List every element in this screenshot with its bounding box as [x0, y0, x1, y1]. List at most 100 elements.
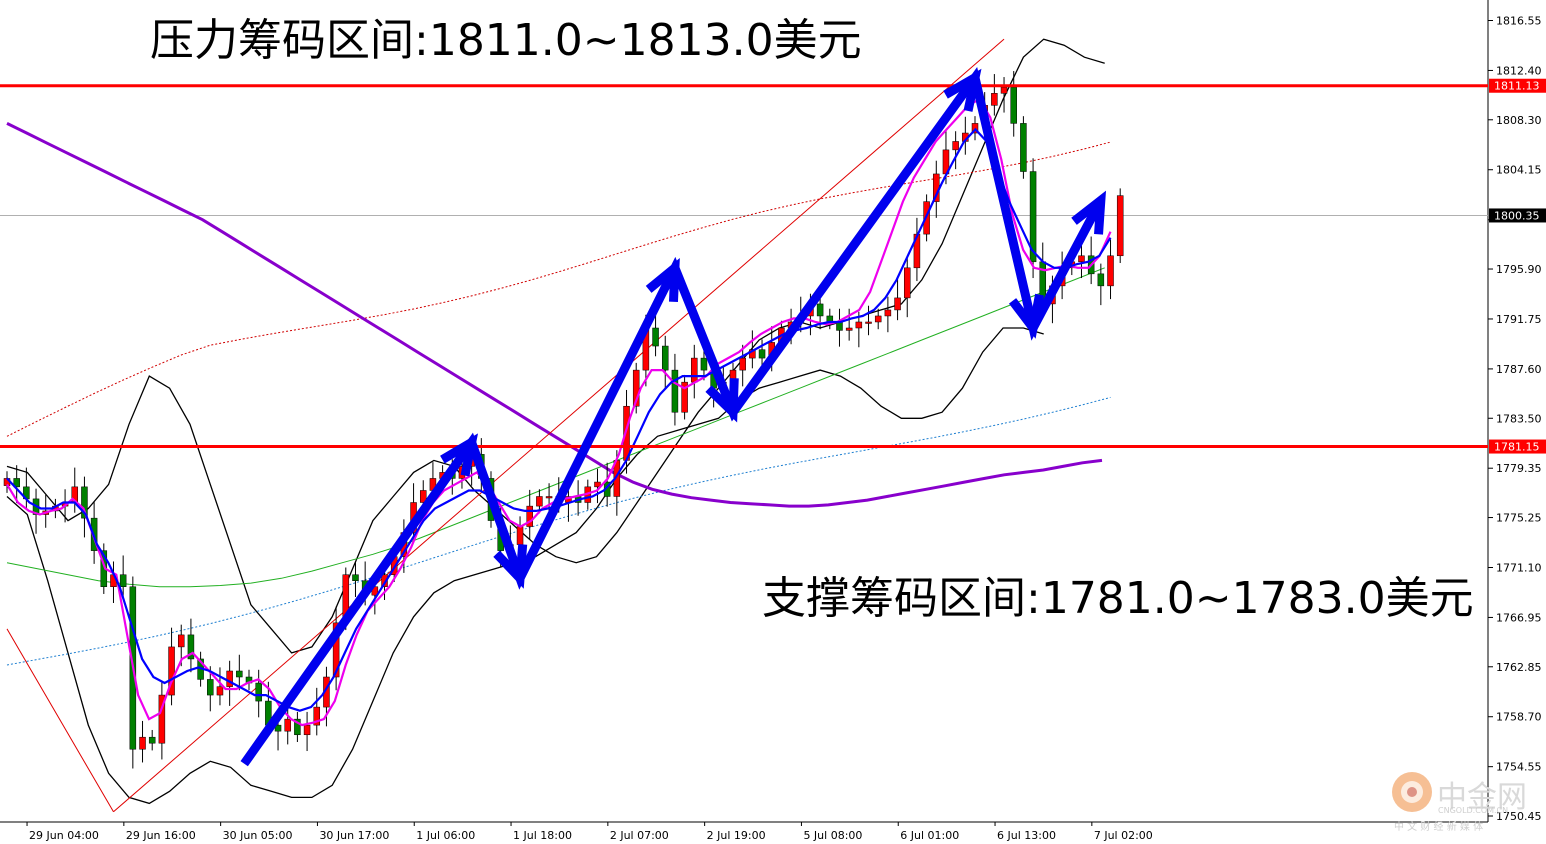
- candle-body: [671, 369, 679, 413]
- candle-body: [758, 349, 766, 359]
- y-tick-label: 1771.10: [1496, 561, 1542, 574]
- candle-body: [1107, 255, 1114, 287]
- candle-body: [855, 321, 863, 329]
- y-tick-label: 1816.55: [1496, 15, 1542, 28]
- candle-body: [1029, 171, 1037, 263]
- x-tick-label: 2 Jul 07:00: [610, 829, 669, 842]
- y-tick-label: 1787.60: [1496, 363, 1542, 376]
- arrowhead: [493, 544, 528, 589]
- resistance-zone-label: 压力筹码区间:1811.0~1813.0美元: [150, 15, 862, 66]
- candle-body: [536, 496, 543, 507]
- candle-body: [81, 486, 88, 519]
- x-tick-label: 6 Jul 01:00: [900, 829, 959, 842]
- x-tick-label: 1 Jul 06:00: [416, 829, 475, 842]
- candle-body: [700, 357, 708, 371]
- candle-body: [303, 724, 311, 736]
- candle-body: [332, 622, 340, 678]
- candle-body: [255, 682, 262, 702]
- candle-body: [991, 93, 998, 106]
- candle-body: [294, 718, 301, 736]
- candle-body: [865, 321, 872, 324]
- current-price-label: 1800.35: [1494, 209, 1540, 222]
- candle-body: [894, 297, 901, 311]
- candle-body: [158, 694, 166, 744]
- lower-channel-dashed: [6, 396, 1111, 666]
- bollinger-upper-line: [6, 38, 1105, 654]
- candle-body: [845, 327, 853, 331]
- candle-body: [419, 490, 427, 503]
- candle-body: [545, 496, 553, 499]
- x-tick-label: 5 Jul 08:00: [803, 829, 862, 842]
- x-tick-label: 30 Jun 05:00: [223, 829, 293, 842]
- candle-body: [1097, 273, 1105, 287]
- candle-body: [1010, 87, 1017, 124]
- y-tick-label: 1804.15: [1496, 164, 1542, 177]
- x-tick-label: 6 Jul 13:00: [997, 829, 1056, 842]
- y-tick-label: 1775.25: [1496, 512, 1542, 525]
- candle-body: [274, 724, 282, 732]
- candle-body: [971, 123, 979, 134]
- candle-body: [207, 679, 214, 696]
- candle-body: [749, 349, 756, 359]
- ma-long-line: [6, 122, 1103, 508]
- candle-body: [903, 267, 911, 299]
- trend-zigzag-arrow: [240, 67, 1105, 767]
- x-tick-label: 29 Jun 04:00: [29, 829, 99, 842]
- y-tick-label: 1766.95: [1496, 611, 1542, 624]
- y-tick-label: 1791.75: [1496, 313, 1542, 326]
- candle-body: [836, 321, 843, 331]
- candle-body: [148, 736, 156, 744]
- candle-body: [661, 345, 669, 371]
- cngold-logo-icon: [1392, 772, 1432, 812]
- candle-body: [168, 646, 175, 696]
- x-tick-label: 30 Jun 17:00: [319, 829, 389, 842]
- y-tick-label: 1750.45: [1496, 810, 1542, 823]
- trend-arrows: [240, 67, 1107, 767]
- candle-body: [594, 481, 601, 488]
- y-tick-label: 1779.35: [1496, 462, 1542, 475]
- level-lines: [0, 84, 1488, 449]
- x-tick-label: 1 Jul 18:00: [513, 829, 572, 842]
- candle-body: [216, 686, 224, 696]
- x-tick-label: 2 Jul 19:00: [707, 829, 766, 842]
- candle-body: [632, 369, 640, 407]
- x-axis: 29 Jun 04:00 29 Jun 16:00 30 Jun 05:00 30 J…: [26, 822, 1153, 842]
- y-tick-label: 1783.50: [1496, 412, 1542, 425]
- arrowhead: [943, 68, 982, 112]
- current-price-tag: [1489, 208, 1546, 223]
- y-tick-label: 1808.30: [1496, 114, 1542, 127]
- arrowhead: [705, 378, 739, 423]
- candle-body: [526, 505, 533, 527]
- grid-lines: [0, 0, 1489, 823]
- candle-body: [313, 706, 321, 726]
- level-price-label: 1811.13: [1494, 80, 1540, 93]
- ma-green-line: [6, 267, 1105, 588]
- arrowhead: [1071, 190, 1107, 235]
- candle-body: [1020, 123, 1027, 172]
- candle-body: [874, 315, 882, 323]
- candle-body: [13, 478, 20, 488]
- y-axis: 1816.55 1812.40 1808.30 1804.15 1795.90 1791.…: [1488, 15, 1546, 823]
- watermark-slogan: 中 文 财 经 新 媒 体: [1394, 822, 1484, 833]
- candle-body: [1116, 195, 1124, 257]
- level-price-tag: [1489, 78, 1546, 93]
- candle-body: [177, 634, 185, 648]
- candle-body: [1078, 255, 1085, 263]
- candle-body: [884, 309, 892, 317]
- candle-body: [691, 357, 698, 383]
- candle-body: [352, 574, 359, 581]
- candle-body: [681, 381, 688, 413]
- candle-body: [187, 634, 195, 660]
- watermark-domain: CNGOLD.COM.CN: [1438, 806, 1509, 815]
- x-tick-label: 29 Jun 16:00: [126, 829, 196, 842]
- x-tick-label: 7 Jul 02:00: [1094, 829, 1153, 842]
- arrowhead: [1008, 293, 1044, 339]
- candle-body: [516, 526, 524, 545]
- y-tick-label: 1754.55: [1496, 761, 1542, 774]
- arrowhead: [440, 433, 479, 477]
- y-tick-label: 1795.90: [1496, 263, 1542, 276]
- watermark: 中金网 CNGOLD.COM.CN 中 文 财 经 新 媒 体: [1390, 770, 1530, 833]
- candle-body: [284, 718, 291, 732]
